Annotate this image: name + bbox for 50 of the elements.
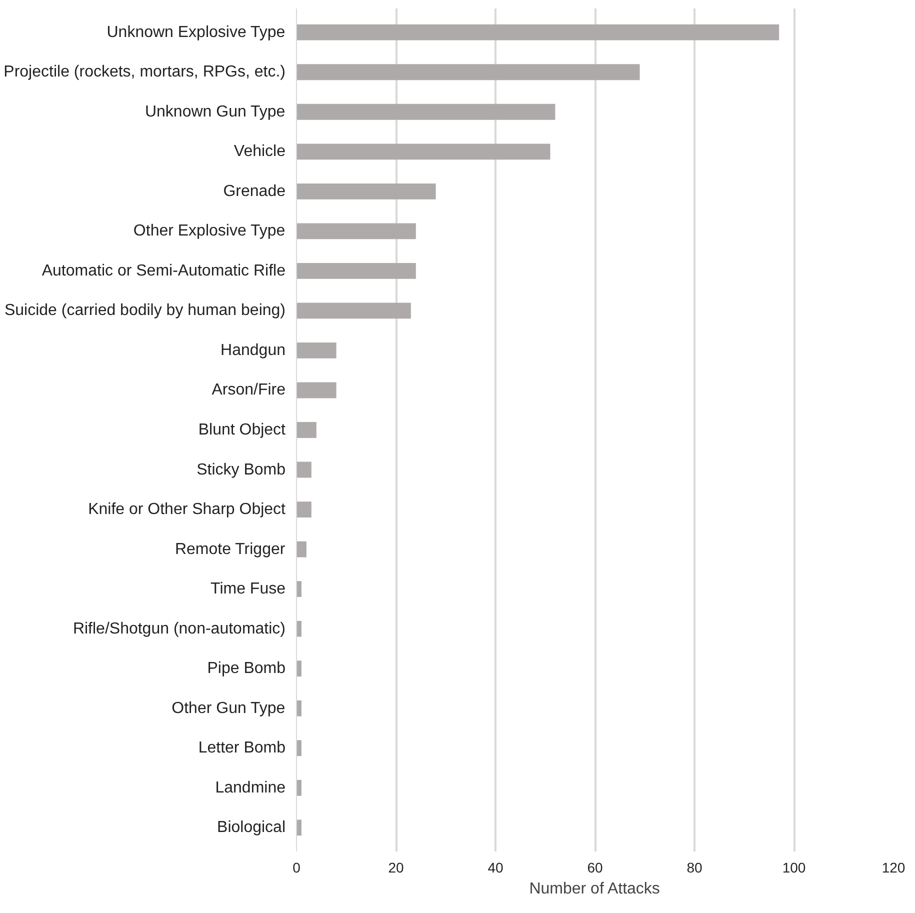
- y-tick-label: Knife or Other Sharp Object: [88, 501, 286, 518]
- bar: [296, 422, 316, 438]
- x-tick-label: 20: [388, 860, 404, 876]
- bar: [296, 462, 312, 478]
- x-tick-label: 80: [686, 860, 702, 876]
- y-tick-label: Sticky Bomb: [196, 461, 286, 478]
- bar: [296, 64, 640, 80]
- bar: [296, 302, 411, 319]
- y-tick-label: Projectile (rockets, mortars, RPGs, etc.): [4, 64, 286, 81]
- y-tick-label: Suicide (carried bodily by human being): [4, 302, 286, 320]
- y-tick-label: Unknown Explosive Type: [106, 24, 286, 41]
- y-tick-label: Automatic or Semi-Automatic Rifle: [42, 262, 286, 280]
- x-axis-title: Number of Attacks: [529, 880, 660, 898]
- y-tick-label: Other Explosive Type: [133, 222, 286, 240]
- x-tick-label: 120: [882, 860, 906, 876]
- bar: [296, 820, 302, 836]
- bar: [296, 183, 436, 200]
- bar: [296, 342, 336, 358]
- y-tick-label: Remote Trigger: [174, 540, 286, 558]
- bar: [296, 24, 780, 40]
- y-tick-label: Arson/Fire: [212, 382, 286, 399]
- y-tick-label: Landmine: [215, 779, 286, 796]
- bar: [296, 581, 302, 598]
- x-tick-label: 40: [488, 860, 504, 876]
- y-tick-label: Vehicle: [234, 143, 286, 160]
- bar: [296, 700, 302, 716]
- y-tick-label: Rifle/Shotgun (non-automatic): [72, 620, 286, 638]
- x-tick-label: 60: [587, 860, 603, 876]
- y-tick-label: Grenade: [223, 182, 286, 200]
- y-tick-label: Pipe Bomb: [207, 660, 286, 678]
- bar: [296, 262, 416, 279]
- x-tick-label: 0: [292, 860, 301, 876]
- bar: [296, 223, 416, 240]
- x-tick-label: 100: [782, 860, 806, 876]
- y-tick-label: Unknown Gun Type: [144, 103, 286, 120]
- bar: [296, 620, 302, 637]
- y-tick-label: Time Fuse: [210, 580, 286, 598]
- y-tick-label: Letter Bomb: [198, 740, 286, 757]
- bar: [296, 144, 550, 160]
- y-tick-label: Biological: [217, 819, 286, 836]
- bar: [296, 660, 302, 677]
- y-tick-label: Other Gun Type: [172, 700, 286, 717]
- bar: [296, 502, 312, 518]
- bar: [296, 104, 556, 120]
- bar: [296, 382, 336, 398]
- y-tick-label: Blunt Object: [198, 422, 286, 438]
- bar: [296, 740, 302, 756]
- bar: [296, 780, 302, 796]
- bar: [296, 541, 306, 558]
- y-tick-label: Handgun: [220, 342, 286, 359]
